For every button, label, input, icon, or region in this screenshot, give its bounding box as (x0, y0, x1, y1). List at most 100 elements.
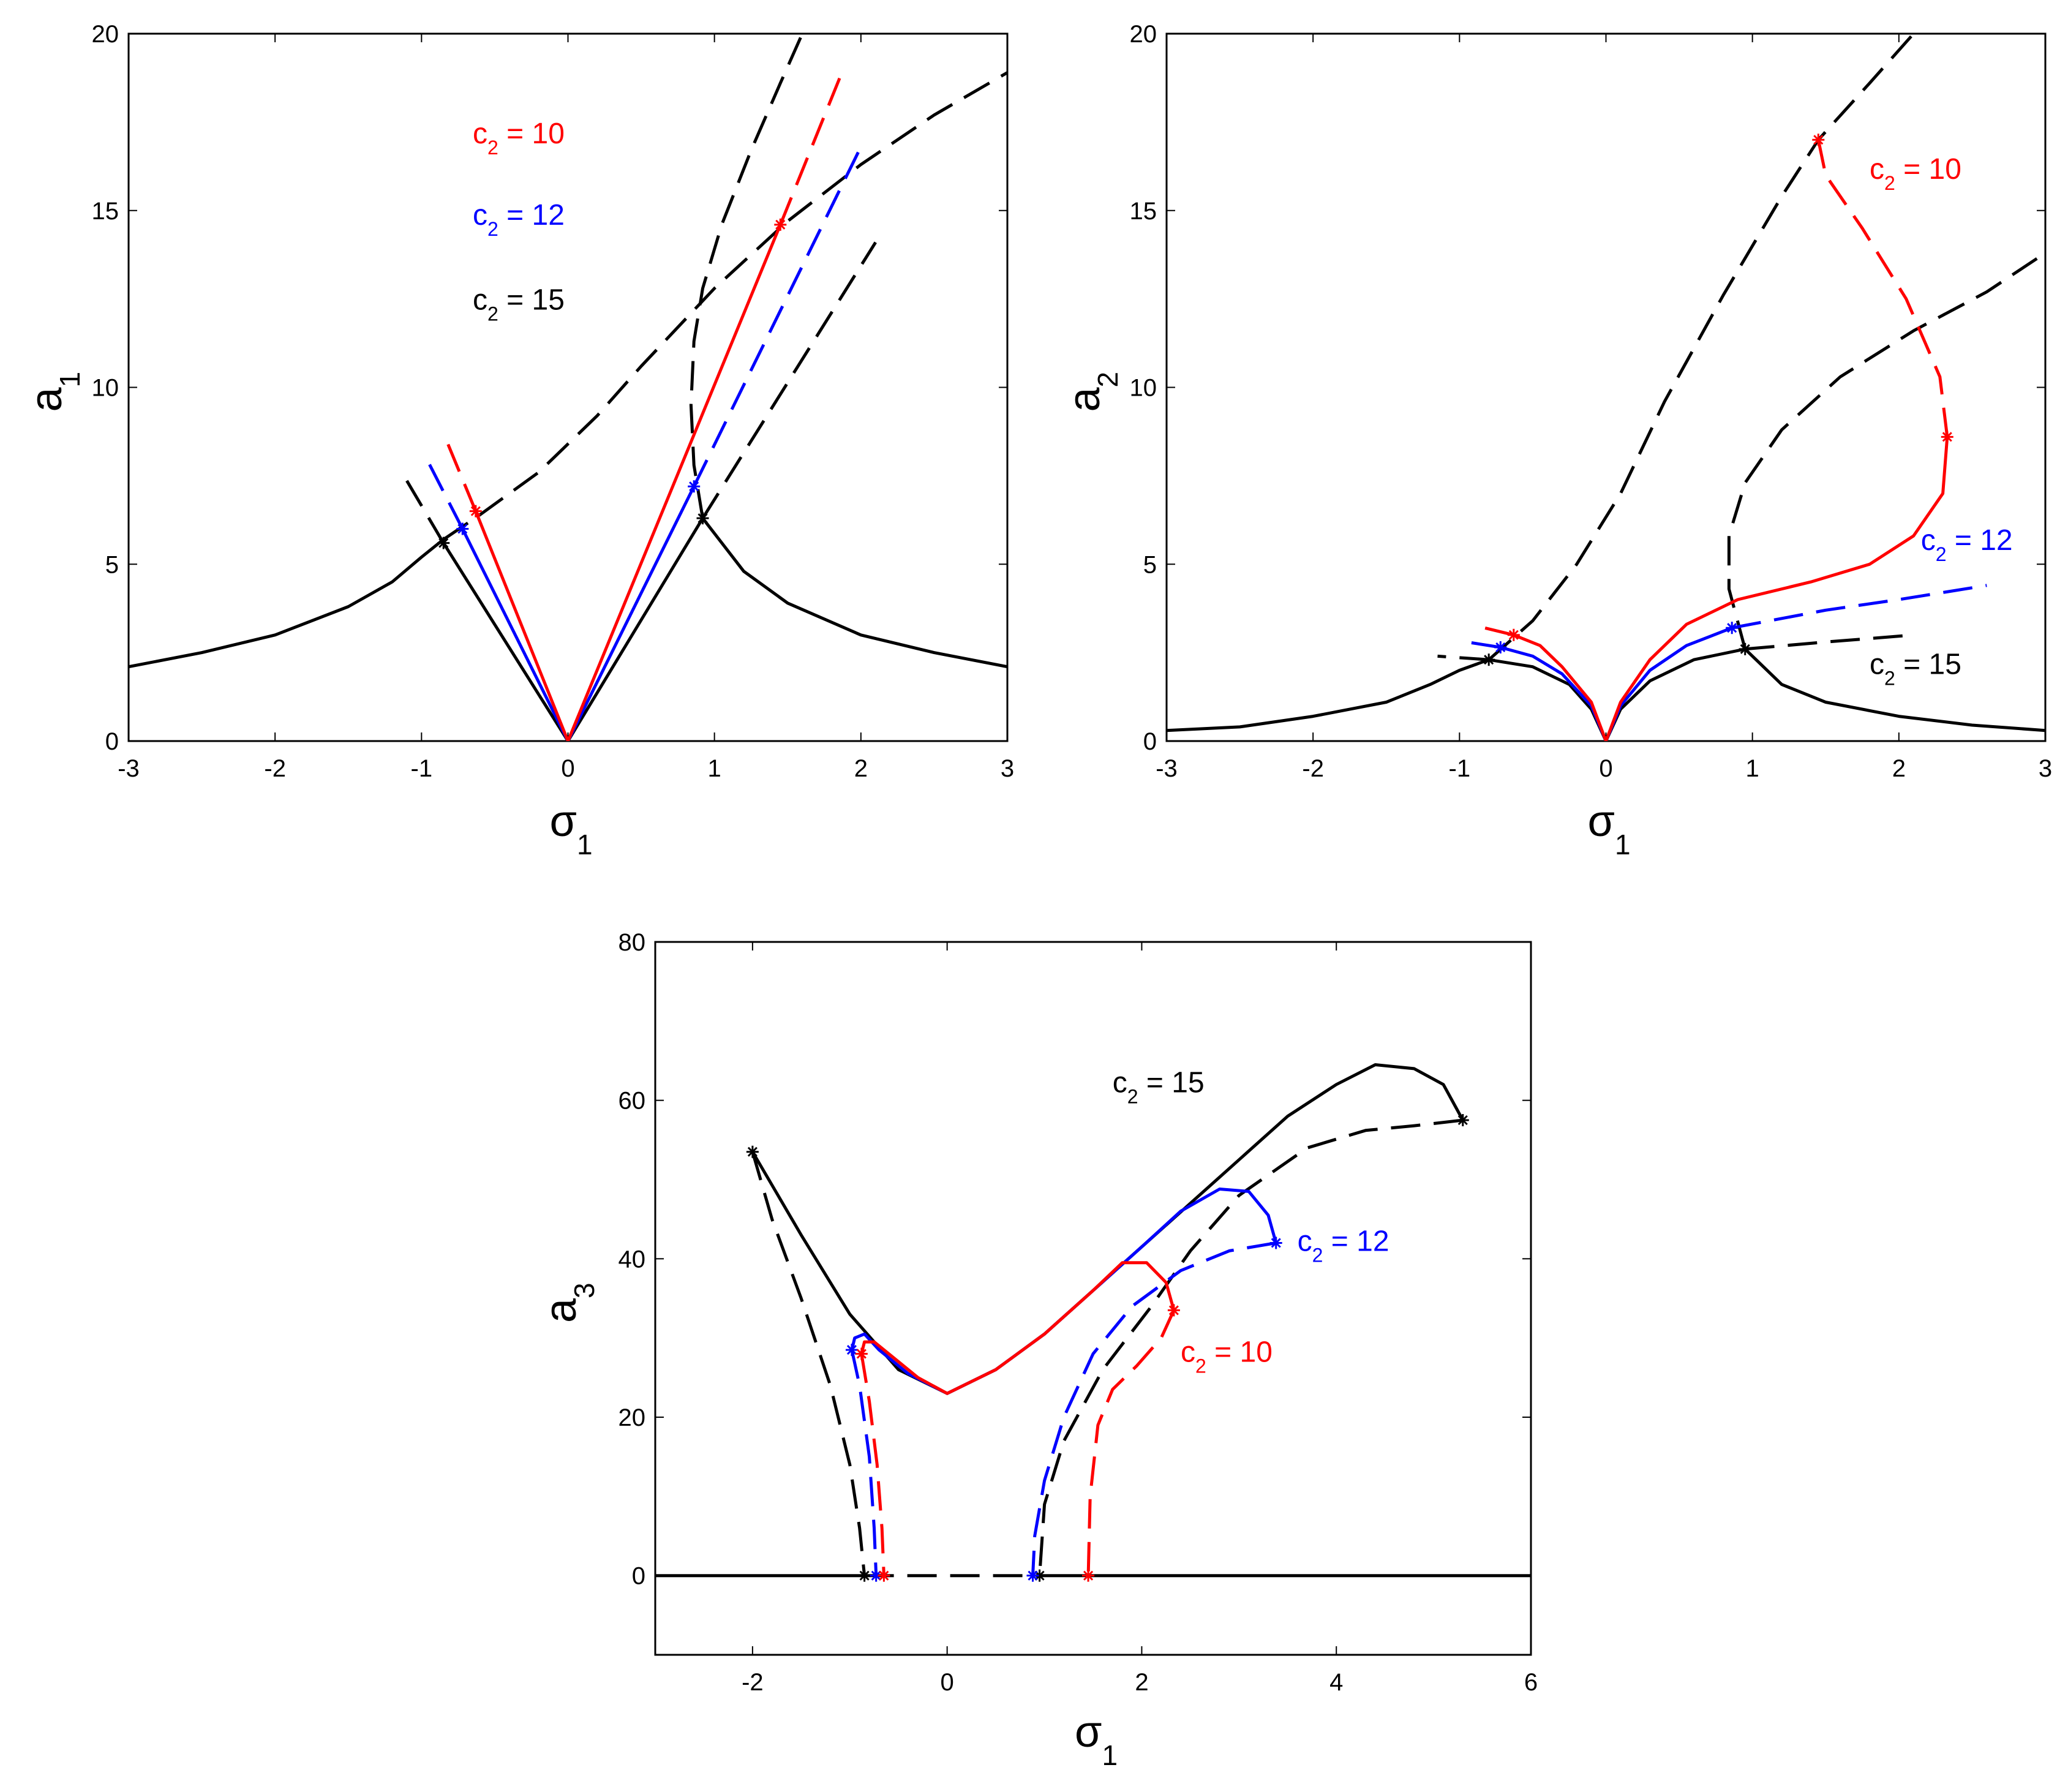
series-group (655, 1063, 1531, 1578)
annotation-c10: c2 = 10 (1181, 1336, 1273, 1377)
y-tick-label: 20 (1130, 21, 1157, 48)
bifurcation-marker (870, 1569, 882, 1582)
bifurcation-marker (1026, 1569, 1039, 1582)
bifurcation-marker (878, 1569, 890, 1582)
series-c15-left-solid (442, 542, 570, 741)
series-c15-right-dashed (1745, 633, 1914, 651)
bifurcation-marker (1483, 653, 1495, 666)
y-tick-label: 40 (619, 1246, 646, 1273)
x-tick-label: 3 (1001, 755, 1014, 782)
x-tick-label: 2 (854, 755, 868, 782)
y-axis-label: a1 (22, 372, 86, 412)
series-c12-left-solid (461, 528, 570, 741)
series-uncoupled-right-solid (1743, 648, 2045, 732)
y-tick-label: 20 (92, 21, 119, 48)
bifurcation-marker (1726, 622, 1739, 634)
series-c12-right-solid (1604, 626, 1733, 741)
bifurcation-marker (1456, 1114, 1469, 1126)
series-c10-left-dashed (860, 1353, 885, 1576)
x-tick-label: -1 (1449, 755, 1471, 782)
series-c12-upper-dashed (1031, 1241, 1277, 1576)
series-c15-left-dashed (402, 475, 445, 544)
bifurcation-marker (855, 1347, 868, 1360)
annotation-c12: c2 = 12 (473, 199, 565, 240)
series-c10-upper-dashed (1816, 139, 1949, 437)
annotation-c15: c2 = 15 (1870, 648, 1961, 689)
series-c10-right-solid (1604, 437, 1949, 741)
x-tick-label: 2 (1892, 755, 1906, 782)
chart-a1: -3 -2 -1 0 1 2 3 0 5 10 15 20 σ1 a1 c2 = 10 c2 = 12 c2 =… (22, 21, 1014, 860)
series-c12-left-dashed (850, 1349, 878, 1576)
series-c12-right-dashed (692, 146, 863, 488)
annotation-c15: c2 = 15 (1113, 1067, 1205, 1108)
x-axis-label: σ1 (550, 797, 593, 860)
bifurcation-marker (1082, 1569, 1095, 1582)
bifurcation-marker (1941, 431, 1953, 443)
series-c10-right-solid (566, 224, 782, 741)
series-c10-right-dashed (778, 68, 845, 225)
bifurcation-marker (1494, 641, 1507, 653)
annotation-c10: c2 = 10 (1870, 153, 1961, 194)
plot-frame-a3 (654, 941, 1532, 1656)
bifurcation-marker (774, 218, 787, 231)
x-tick-label: -1 (411, 755, 433, 782)
annotation-c12: c2 = 12 (1298, 1225, 1389, 1266)
x-tick-label: 2 (1135, 1669, 1148, 1696)
y-tick-label: 10 (92, 375, 119, 402)
series-uncoupled-upper-dashed (1487, 34, 1915, 661)
annotation-c15: c2 = 15 (473, 284, 565, 325)
y-tick-label: 15 (1130, 198, 1157, 225)
bifurcation-marker (1812, 134, 1825, 146)
series-c10-left-dashed (445, 440, 478, 512)
x-tick-label: -3 (1156, 755, 1178, 782)
bifurcation-marker (845, 1344, 858, 1357)
bifurcation-marker (858, 1569, 871, 1582)
series-c15-left-dashed (1437, 654, 1489, 661)
series-uncoupled-right-solid (701, 517, 1007, 669)
bifurcation-marker (469, 505, 482, 518)
x-tick-label: 0 (561, 755, 574, 782)
series-c12-left-dashed (423, 454, 464, 530)
x-tick-label: 6 (1524, 1669, 1538, 1696)
bifurcation-marker (696, 512, 709, 525)
x-tick-label: 1 (1746, 755, 1759, 782)
series-c12-left-solid (1500, 646, 1607, 741)
series-c10-left-dashed (1484, 626, 1514, 637)
x-axis-label: σ1 (1075, 1707, 1118, 1771)
bifurcation-marker (1269, 1237, 1282, 1249)
y-axis-label: a3 (536, 1282, 600, 1323)
x-tick-label: 4 (1329, 1669, 1343, 1696)
y-tick-label: 10 (1130, 375, 1157, 402)
y-tick-label: 0 (105, 728, 119, 755)
x-tick-label: -2 (1302, 755, 1324, 782)
series-c10-left-solid (1513, 633, 1607, 741)
x-tick-label: 0 (941, 1669, 954, 1696)
bifurcation-marker (688, 480, 701, 493)
x-tick-label: 3 (2039, 755, 2052, 782)
series-uncoupled-right-dashed (689, 34, 804, 519)
x-axis-label: σ1 (1588, 797, 1631, 860)
series-c12-right-solid (566, 486, 696, 741)
series-c15-right-solid (566, 517, 704, 741)
y-tick-label: 0 (632, 1563, 645, 1590)
chart-a2: -3 -2 -1 0 1 2 3 0 5 10 15 20 σ1 a2 c2 = 10 c2 = 12 c2 =… (1060, 21, 2052, 860)
y-tick-label: 0 (1143, 728, 1157, 755)
series-c15-upper-dashed (1038, 1118, 1464, 1576)
series-c15-right-dashed (701, 241, 877, 519)
bifurcation-marker (746, 1145, 759, 1158)
x-tick-label: 0 (1599, 755, 1612, 782)
bifurcation-marker (456, 522, 469, 535)
y-tick-label: 80 (619, 929, 646, 956)
y-axis-label: a2 (1060, 372, 1124, 412)
y-tick-label: 5 (1143, 551, 1157, 578)
series-c12-right-dashed (1731, 584, 1987, 630)
plot-frame-a2 (1165, 32, 2047, 742)
bifurcation-marker (1507, 628, 1520, 641)
series-uncoupled-left-solid (1167, 658, 1490, 732)
y-tick-label: 60 (619, 1088, 646, 1115)
series-c10-main-solid (860, 1261, 1176, 1395)
y-tick-label: 15 (92, 198, 119, 225)
plot-frame-a1 (127, 32, 1009, 742)
series-uncoupled-upper-dashed (442, 71, 1007, 541)
x-tick-label: -3 (118, 755, 140, 782)
